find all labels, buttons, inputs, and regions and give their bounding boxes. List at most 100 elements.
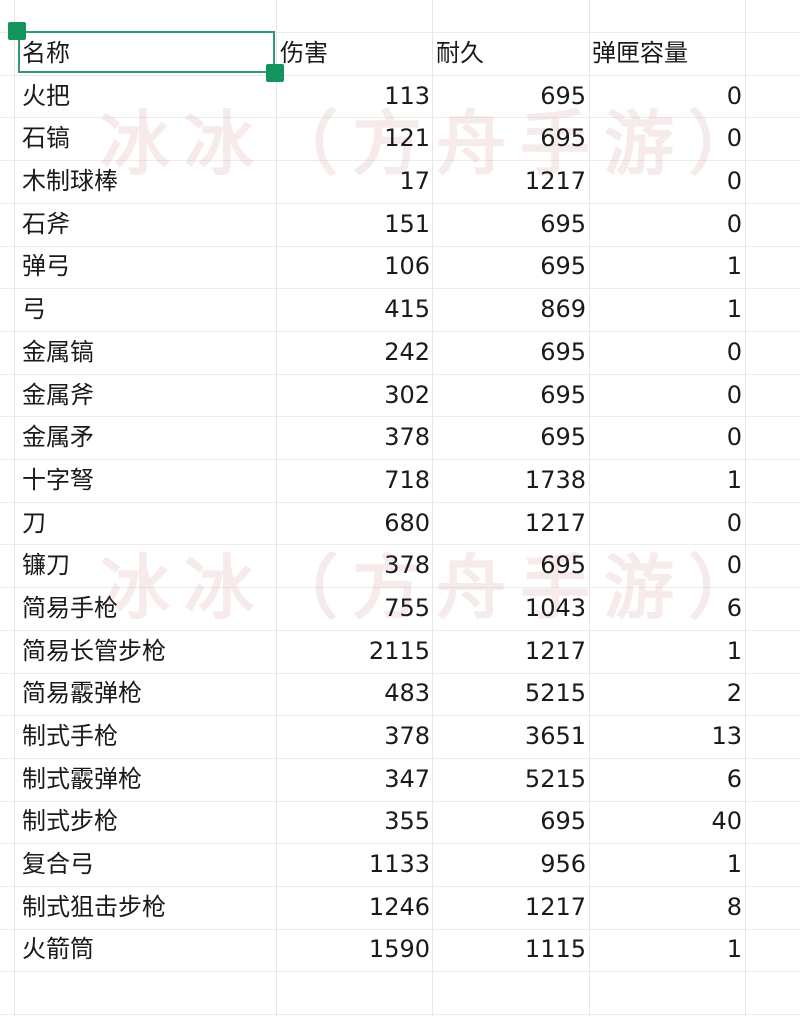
cell-durability[interactable]: 695 — [540, 252, 586, 281]
header-cell-damage[interactable]: 伤害 — [280, 39, 328, 67]
cell-magazine[interactable]: 1 — [726, 252, 742, 281]
cell-magazine[interactable]: 0 — [726, 423, 742, 452]
cell-magazine[interactable]: 6 — [726, 593, 742, 622]
cell-magazine[interactable]: 0 — [726, 337, 742, 366]
cell-damage[interactable]: 755 — [384, 593, 430, 622]
cell-magazine[interactable]: 0 — [726, 380, 742, 409]
selection-handle-start[interactable] — [8, 22, 26, 40]
cell-name[interactable]: 十字弩 — [22, 465, 94, 494]
table-row: 简易手枪 755 1043 6 — [0, 587, 800, 630]
cell-damage[interactable]: 378 — [384, 423, 430, 452]
cell-damage[interactable]: 121 — [384, 124, 430, 153]
row-divider — [0, 416, 800, 418]
cell-magazine[interactable]: 0 — [726, 124, 742, 153]
cell-damage[interactable]: 242 — [384, 337, 430, 366]
cell-magazine[interactable]: 1 — [726, 636, 742, 665]
cell-magazine[interactable]: 0 — [726, 167, 742, 196]
cell-name[interactable]: 复合弓 — [22, 850, 94, 879]
cell-durability[interactable]: 695 — [540, 209, 586, 238]
cell-magazine[interactable]: 0 — [726, 81, 742, 110]
cell-durability[interactable]: 1217 — [524, 892, 586, 921]
cell-name[interactable]: 火把 — [22, 81, 70, 110]
cell-magazine[interactable]: 1 — [726, 465, 742, 494]
cell-name[interactable]: 弹弓 — [22, 252, 70, 281]
cell-magazine[interactable]: 6 — [726, 764, 742, 793]
cell-name[interactable]: 制式狙击步枪 — [22, 892, 166, 921]
cell-durability[interactable]: 695 — [540, 337, 586, 366]
cell-name[interactable]: 制式步枪 — [22, 807, 118, 836]
cell-magazine[interactable]: 40 — [711, 807, 742, 836]
cell-damage[interactable]: 680 — [384, 508, 430, 537]
spreadsheet[interactable]: 名称 伤害 耐久 弹匣容量 火把 113 695 0 石镐 121 695 0 木制球棒 17 12… — [0, 32, 800, 971]
table-row: 弹弓 106 695 1 — [0, 245, 800, 288]
cell-magazine[interactable]: 0 — [726, 209, 742, 238]
cell-name[interactable]: 简易手枪 — [22, 593, 118, 622]
cell-magazine[interactable]: 1 — [726, 935, 742, 964]
cell-damage[interactable]: 113 — [384, 81, 430, 110]
cell-name[interactable]: 金属镐 — [22, 337, 94, 366]
cell-damage[interactable]: 17 — [399, 167, 430, 196]
table-row: 制式手枪 378 3651 13 — [0, 715, 800, 758]
cell-magazine[interactable]: 8 — [726, 892, 742, 921]
cell-durability[interactable]: 695 — [540, 807, 586, 836]
cell-damage[interactable]: 483 — [384, 679, 430, 708]
cell-name[interactable]: 石斧 — [22, 209, 70, 238]
cell-magazine[interactable]: 1 — [726, 850, 742, 879]
cell-durability[interactable]: 5215 — [524, 679, 586, 708]
cell-name[interactable]: 弓 — [22, 295, 46, 324]
cell-damage[interactable]: 302 — [384, 380, 430, 409]
cell-name[interactable]: 镰刀 — [22, 551, 70, 580]
cell-magazine[interactable]: 2 — [726, 679, 742, 708]
cell-durability[interactable]: 3651 — [524, 722, 586, 750]
row-divider — [0, 971, 800, 973]
cell-damage[interactable]: 378 — [384, 551, 430, 580]
cell-damage[interactable]: 355 — [384, 807, 430, 836]
cell-durability[interactable]: 1217 — [524, 508, 586, 537]
cell-name[interactable]: 简易长管步枪 — [22, 636, 166, 665]
cell-name[interactable]: 刀 — [22, 508, 46, 537]
header-cell-durability[interactable]: 耐久 — [436, 39, 484, 67]
cell-damage[interactable]: 106 — [384, 252, 430, 281]
cell-damage[interactable]: 347 — [384, 764, 430, 793]
cell-damage[interactable]: 151 — [384, 209, 430, 238]
cell-durability[interactable]: 869 — [540, 295, 586, 324]
selection-handle-end[interactable] — [266, 64, 284, 82]
cell-durability[interactable]: 1217 — [524, 636, 586, 665]
cell-name[interactable]: 金属斧 — [22, 380, 94, 409]
cell-damage[interactable]: 378 — [384, 722, 430, 750]
cell-damage[interactable]: 1246 — [368, 892, 430, 921]
cell-magazine[interactable]: 0 — [726, 551, 742, 580]
column-divider — [589, 0, 590, 1016]
cell-durability[interactable]: 1115 — [524, 935, 586, 964]
cell-magazine[interactable]: 1 — [726, 295, 742, 324]
cell-durability[interactable]: 956 — [540, 850, 586, 879]
cell-durability[interactable]: 695 — [540, 551, 586, 580]
header-cell-magazine[interactable]: 弹匣容量 — [592, 39, 688, 67]
cell-magazine[interactable]: 13 — [711, 722, 742, 750]
cell-name[interactable]: 制式手枪 — [22, 722, 118, 750]
cell-magazine[interactable]: 0 — [726, 508, 742, 537]
cell-damage[interactable]: 1133 — [368, 850, 430, 879]
cell-durability[interactable]: 1217 — [524, 167, 586, 196]
cell-name[interactable]: 火箭筒 — [22, 935, 94, 964]
row-divider — [0, 330, 800, 332]
cell-durability[interactable]: 695 — [540, 81, 586, 110]
cell-damage[interactable]: 1590 — [368, 935, 430, 964]
cell-name[interactable]: 石镐 — [22, 124, 70, 153]
cell-durability[interactable]: 1738 — [524, 465, 586, 494]
cell-damage[interactable]: 718 — [384, 465, 430, 494]
cell-durability[interactable]: 5215 — [524, 764, 586, 793]
cell-durability[interactable]: 695 — [540, 380, 586, 409]
cell-durability[interactable]: 695 — [540, 423, 586, 452]
cell-name[interactable]: 木制球棒 — [22, 167, 118, 196]
cell-damage[interactable]: 2115 — [368, 636, 430, 665]
cell-name[interactable]: 制式霰弹枪 — [22, 764, 142, 793]
cell-durability[interactable]: 695 — [540, 124, 586, 153]
row-divider — [0, 160, 800, 162]
cell-name[interactable]: 简易霰弹枪 — [22, 679, 142, 708]
cell-name[interactable]: 金属矛 — [22, 423, 94, 452]
cell-damage[interactable]: 415 — [384, 295, 430, 324]
column-divider — [276, 0, 277, 1016]
cell-durability[interactable]: 1043 — [524, 593, 586, 622]
header-cell-name[interactable]: 名称 — [22, 39, 70, 67]
